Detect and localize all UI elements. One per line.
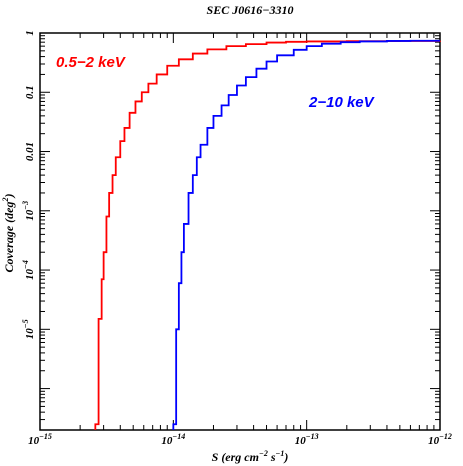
- y-tick-label-mantissa: 10: [24, 328, 36, 340]
- series-soft-band-curve: [94, 40, 441, 430]
- x-tick-label-exponent: −15: [39, 432, 52, 441]
- x-tick-label: 10−12: [428, 432, 452, 447]
- plot-frame: [39, 32, 441, 431]
- y-axis-label-exp: 2: [1, 198, 10, 203]
- y-tick-label: 0.1: [24, 85, 36, 99]
- y-tick-label: 1: [24, 30, 36, 36]
- y-axis-label-base: Coverage (deg: [2, 202, 16, 273]
- y-tick-label-mantissa: 10: [24, 209, 36, 221]
- y-tick-label-mantissa: 10: [24, 268, 36, 280]
- x-tick-label-exponent: −14: [172, 432, 185, 441]
- y-axis-label-end: ): [2, 194, 16, 199]
- x-axis-label-mid: s: [268, 450, 276, 464]
- annotation-soft-band: 0.5−2 keV: [56, 54, 127, 71]
- y-tick-label: 10−5: [21, 319, 36, 339]
- x-tick-label-exponent: −12: [439, 432, 452, 441]
- x-axis-label-end: ): [283, 450, 288, 464]
- x-tick-label-mantissa: 10: [295, 435, 307, 447]
- x-tick-label-exponent: −13: [306, 432, 319, 441]
- y-tick-label: 10−4: [21, 260, 36, 280]
- x-tick-label: 10−13: [295, 432, 319, 447]
- x-tick-label-mantissa: 10: [428, 435, 440, 447]
- chart-title: SEC J0616−3310: [207, 3, 294, 17]
- y-tick-label-exponent: −3: [21, 201, 30, 210]
- x-tick-label-mantissa: 10: [28, 435, 40, 447]
- series-hard-band-curve: [172, 39, 440, 430]
- x-tick-label-mantissa: 10: [161, 435, 173, 447]
- y-axis-label: Coverage (deg2): [1, 194, 16, 273]
- x-axis-label-exp2: −1: [276, 449, 285, 458]
- y-tick-label-exponent: −5: [21, 319, 30, 328]
- x-axis-label-exp1: −2: [259, 449, 268, 458]
- x-tick-label: 10−14: [161, 432, 185, 447]
- x-axis-label: S (erg cm−2 s−1): [212, 449, 289, 464]
- x-axis-label-base: S (erg cm: [212, 450, 259, 464]
- axis-ticks: [39, 32, 441, 431]
- y-tick-label: 0.01: [24, 142, 36, 161]
- x-tick-labels: 10−15 10−14 10−13 10−12: [28, 432, 452, 447]
- y-tick-label: 10−3: [21, 201, 36, 221]
- x-tick-label: 10−15: [28, 432, 52, 447]
- y-tick-label-exponent: −4: [21, 260, 30, 269]
- annotation-hard-band: 2−10 keV: [308, 94, 376, 111]
- data-series: [94, 39, 441, 430]
- plot-border: [39, 32, 441, 431]
